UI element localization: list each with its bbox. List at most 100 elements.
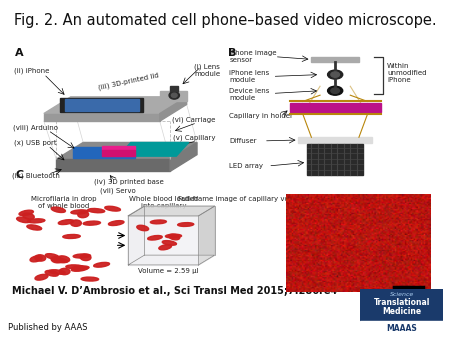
Ellipse shape bbox=[178, 223, 194, 226]
Ellipse shape bbox=[35, 255, 46, 261]
Ellipse shape bbox=[71, 210, 88, 214]
Polygon shape bbox=[360, 321, 443, 335]
Ellipse shape bbox=[30, 256, 42, 262]
Ellipse shape bbox=[63, 235, 80, 239]
Polygon shape bbox=[128, 206, 144, 265]
Ellipse shape bbox=[22, 213, 34, 219]
Ellipse shape bbox=[148, 236, 162, 240]
Text: Fig. 2. An automated cell phone–based video microscope.: Fig. 2. An automated cell phone–based vi… bbox=[14, 13, 436, 28]
Ellipse shape bbox=[58, 256, 70, 262]
Text: Device lens
module: Device lens module bbox=[230, 88, 270, 101]
Text: iPhone image
sensor: iPhone image sensor bbox=[230, 50, 277, 63]
Text: Capillary in holder: Capillary in holder bbox=[230, 113, 293, 119]
Text: (v) Capillary: (v) Capillary bbox=[173, 135, 216, 141]
Text: B: B bbox=[228, 48, 236, 58]
Text: LED array: LED array bbox=[230, 163, 263, 169]
Ellipse shape bbox=[328, 86, 343, 95]
Text: (vi) Carriage: (vi) Carriage bbox=[172, 116, 216, 123]
Ellipse shape bbox=[162, 241, 176, 245]
Polygon shape bbox=[128, 255, 215, 265]
Ellipse shape bbox=[78, 211, 89, 218]
Polygon shape bbox=[64, 99, 139, 111]
Ellipse shape bbox=[27, 219, 45, 223]
Polygon shape bbox=[170, 86, 178, 91]
Text: Translational: Translational bbox=[374, 298, 430, 307]
Ellipse shape bbox=[45, 270, 58, 276]
Text: (i) Lens
module: (i) Lens module bbox=[194, 64, 220, 77]
Ellipse shape bbox=[51, 257, 62, 263]
Text: (iv) 3D printed base: (iv) 3D printed base bbox=[94, 179, 164, 185]
Ellipse shape bbox=[17, 217, 30, 223]
Polygon shape bbox=[102, 146, 135, 150]
Ellipse shape bbox=[51, 207, 65, 213]
Text: Within
unmodified
iPhone: Within unmodified iPhone bbox=[387, 63, 427, 83]
Text: A: A bbox=[15, 48, 23, 58]
Polygon shape bbox=[102, 150, 135, 156]
Text: (iii) 3D-printed lid: (iii) 3D-printed lid bbox=[98, 72, 160, 91]
Polygon shape bbox=[60, 98, 143, 112]
Polygon shape bbox=[118, 143, 189, 156]
Ellipse shape bbox=[73, 254, 90, 258]
Text: MAAAS: MAAAS bbox=[386, 324, 417, 333]
Ellipse shape bbox=[150, 220, 166, 224]
Ellipse shape bbox=[331, 88, 339, 93]
Ellipse shape bbox=[108, 221, 124, 225]
Text: (viii) Arduino: (viii) Arduino bbox=[13, 124, 58, 130]
Text: (x) USB port: (x) USB port bbox=[14, 139, 57, 146]
Ellipse shape bbox=[71, 220, 81, 226]
Ellipse shape bbox=[166, 234, 181, 238]
Polygon shape bbox=[311, 57, 359, 62]
Polygon shape bbox=[44, 114, 160, 121]
Ellipse shape bbox=[19, 210, 33, 216]
Polygon shape bbox=[128, 216, 198, 265]
Ellipse shape bbox=[83, 221, 100, 225]
Ellipse shape bbox=[80, 254, 91, 261]
Text: C: C bbox=[15, 170, 23, 180]
Polygon shape bbox=[128, 206, 215, 216]
Text: Published by AAAS: Published by AAAS bbox=[8, 323, 87, 333]
Ellipse shape bbox=[35, 274, 48, 280]
Ellipse shape bbox=[105, 206, 121, 211]
Polygon shape bbox=[298, 137, 372, 143]
Polygon shape bbox=[360, 289, 443, 322]
Ellipse shape bbox=[81, 277, 99, 281]
Text: (ix) Bluetooth: (ix) Bluetooth bbox=[12, 173, 59, 179]
Ellipse shape bbox=[328, 70, 343, 79]
Ellipse shape bbox=[52, 258, 68, 263]
Ellipse shape bbox=[169, 234, 180, 240]
Text: Michael V. D’Ambrosio et al., Sci Transl Med 2015;7:286re4: Michael V. D’Ambrosio et al., Sci Transl… bbox=[13, 286, 338, 296]
Ellipse shape bbox=[94, 262, 109, 267]
Polygon shape bbox=[73, 147, 135, 158]
Text: Medicine: Medicine bbox=[382, 307, 421, 316]
Ellipse shape bbox=[159, 245, 171, 250]
Ellipse shape bbox=[88, 209, 105, 213]
Ellipse shape bbox=[72, 267, 88, 271]
Text: Diffuser: Diffuser bbox=[230, 138, 257, 144]
Polygon shape bbox=[170, 143, 197, 171]
Text: (vii) Servo: (vii) Servo bbox=[100, 188, 136, 194]
Text: Whole blood loaded
into capillary: Whole blood loaded into capillary bbox=[129, 196, 198, 209]
Ellipse shape bbox=[331, 72, 339, 77]
Polygon shape bbox=[56, 159, 170, 171]
Polygon shape bbox=[56, 143, 197, 159]
Circle shape bbox=[169, 92, 180, 99]
Polygon shape bbox=[160, 97, 187, 121]
Polygon shape bbox=[290, 103, 381, 112]
Ellipse shape bbox=[58, 220, 74, 224]
Text: Volume = 2.59 µl: Volume = 2.59 µl bbox=[139, 268, 199, 274]
Circle shape bbox=[171, 93, 177, 97]
Ellipse shape bbox=[72, 266, 89, 270]
Polygon shape bbox=[307, 144, 363, 175]
Ellipse shape bbox=[66, 265, 83, 269]
Ellipse shape bbox=[49, 270, 65, 274]
Ellipse shape bbox=[59, 268, 70, 275]
Polygon shape bbox=[44, 97, 187, 114]
Ellipse shape bbox=[27, 225, 42, 230]
Ellipse shape bbox=[45, 254, 59, 259]
Text: Microfilaria in drop
of whole blood: Microfilaria in drop of whole blood bbox=[31, 196, 96, 209]
Ellipse shape bbox=[137, 225, 148, 231]
Text: iPhone lens
module: iPhone lens module bbox=[230, 70, 270, 83]
Polygon shape bbox=[160, 91, 187, 101]
Polygon shape bbox=[198, 206, 215, 265]
Text: Full-frame image of capillary volume: Full-frame image of capillary volume bbox=[177, 196, 306, 202]
